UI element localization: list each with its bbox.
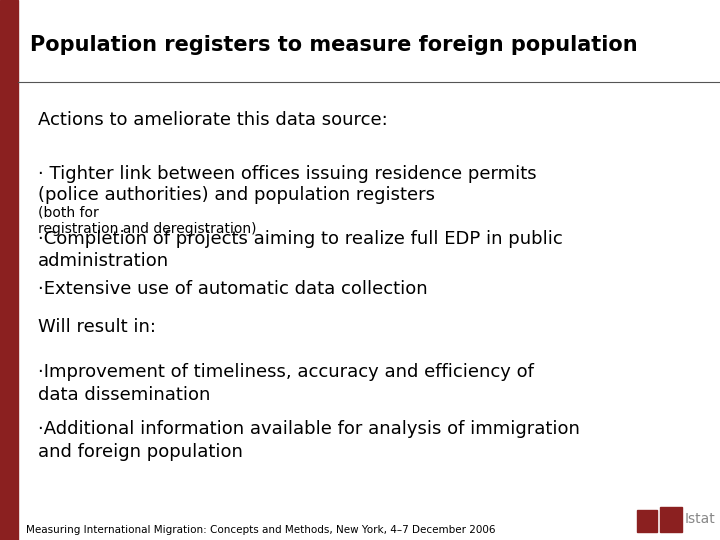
Text: ·Additional information available for analysis of immigration
and foreign popula: ·Additional information available for an…	[38, 420, 580, 461]
Text: ·Extensive use of automatic data collection: ·Extensive use of automatic data collect…	[38, 280, 428, 298]
Text: ·Improvement of timeliness, accuracy and efficiency of
data dissemination: ·Improvement of timeliness, accuracy and…	[38, 363, 534, 404]
Text: Measuring International Migration: Concepts and Methods, New York, 4–7 December : Measuring International Migration: Conce…	[26, 525, 495, 535]
Text: ·Completion of projects aiming to realize full EDP in public
administration: ·Completion of projects aiming to realiz…	[38, 230, 563, 271]
Bar	[637, 510, 657, 532]
Text: · Tighter link between offices issuing residence permits: · Tighter link between offices issuing r…	[38, 165, 536, 183]
Text: Istat: Istat	[685, 512, 716, 526]
Text: (both for
registration and deregistration): (both for registration and deregistratio…	[38, 205, 256, 237]
Text: Population registers to measure foreign population: Population registers to measure foreign …	[30, 35, 638, 55]
Text: Will result in:: Will result in:	[38, 318, 156, 335]
Bar	[0, 0, 18, 540]
Text: Actions to ameliorate this data source:: Actions to ameliorate this data source:	[38, 111, 388, 129]
Text: (police authorities) and population registers: (police authorities) and population regi…	[38, 186, 441, 204]
Bar	[660, 507, 682, 532]
